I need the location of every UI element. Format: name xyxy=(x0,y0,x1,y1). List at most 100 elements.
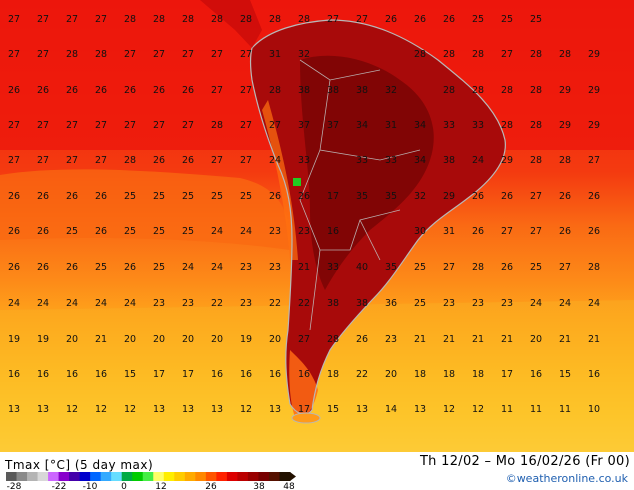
scale-swatch xyxy=(69,472,81,481)
temperature-label: 27 xyxy=(211,155,223,166)
temperature-label: 26 xyxy=(443,14,455,25)
temperature-label: 26 xyxy=(385,14,397,25)
temperature-label: 27 xyxy=(240,120,252,131)
temperature-label: 28 xyxy=(501,120,513,131)
temperature-label: 26 xyxy=(37,226,49,237)
temperature-label: 17 xyxy=(501,369,513,380)
temperature-label: 17 xyxy=(153,369,165,380)
temperature-label: 26 xyxy=(414,14,426,25)
scale-swatch xyxy=(247,472,259,481)
temperature-label: 33 xyxy=(443,120,455,131)
temperature-label: 26 xyxy=(37,262,49,273)
temperature-label: 28 xyxy=(588,262,600,273)
temperature-label: 12 xyxy=(443,404,455,415)
temperature-label: 19 xyxy=(37,334,49,345)
temperature-label: 26 xyxy=(182,85,194,96)
temperature-label: 25 xyxy=(153,226,165,237)
scale-swatch xyxy=(268,472,280,481)
temperature-label: 16 xyxy=(37,369,49,380)
temperature-label: 33 xyxy=(327,262,339,273)
temperature-label: 29 xyxy=(588,49,600,60)
temperature-label: 26 xyxy=(356,334,368,345)
scale-tick-label: -22 xyxy=(51,482,67,490)
scale-swatch xyxy=(6,472,18,481)
scale-swatch xyxy=(153,472,165,481)
scale-swatch xyxy=(132,472,144,481)
temperature-label: 27 xyxy=(298,334,310,345)
andes-green-pixel xyxy=(293,178,301,186)
temperature-label: 27 xyxy=(95,14,107,25)
scale-tick-label: -28 xyxy=(6,482,22,490)
temperature-label: 25 xyxy=(124,191,136,202)
temperature-label: 16 xyxy=(588,369,600,380)
temperature-label: 35 xyxy=(385,191,397,202)
temperature-label: 25 xyxy=(414,298,426,309)
temperature-label: 27 xyxy=(124,49,136,60)
temperature-label: 22 xyxy=(269,298,281,309)
temperature-label: 27 xyxy=(240,49,252,60)
credit-link[interactable]: ©weatheronline.co.uk xyxy=(505,472,628,485)
temperature-label: 26 xyxy=(472,226,484,237)
temperature-label: 27 xyxy=(153,120,165,131)
temperature-label: 14 xyxy=(385,404,397,415)
temperature-label: 23 xyxy=(153,298,165,309)
temperature-label: 25 xyxy=(530,14,542,25)
temperature-label: 27 xyxy=(240,155,252,166)
temperature-label: 25 xyxy=(182,226,194,237)
country-borders xyxy=(299,59,421,331)
temperature-label: 23 xyxy=(385,334,397,345)
temperature-label: 25 xyxy=(182,191,194,202)
temperature-label: 27 xyxy=(66,14,78,25)
temperature-label: 26 xyxy=(153,155,165,166)
temperature-label: 13 xyxy=(8,404,20,415)
temperature-label: 28 xyxy=(182,14,194,25)
temperature-label: 27 xyxy=(240,85,252,96)
scale-tick-label: 38 xyxy=(253,482,265,490)
temperature-label: 25 xyxy=(124,226,136,237)
scale-swatch xyxy=(90,472,102,481)
scale-tick-label: 48 xyxy=(283,482,295,490)
temperature-label: 18 xyxy=(414,369,426,380)
temperature-label: 24 xyxy=(211,226,223,237)
temperature-label: 26 xyxy=(8,191,20,202)
temperature-label: 26 xyxy=(588,226,600,237)
temperature-label: 28 xyxy=(211,14,223,25)
scale-swatch xyxy=(100,472,112,481)
temperature-label: 33 xyxy=(385,155,397,166)
scale-swatch xyxy=(258,472,270,481)
temperature-label: 23 xyxy=(269,226,281,237)
temperature-label: 29 xyxy=(559,85,571,96)
temperature-label: 32 xyxy=(298,49,310,60)
scale-tick-label: 0 xyxy=(121,482,127,490)
temperature-label: 25 xyxy=(153,262,165,273)
temperature-label: 26 xyxy=(8,226,20,237)
temperature-label: 20 xyxy=(182,334,194,345)
temperature-label: 27 xyxy=(8,120,20,131)
temperature-label: 16 xyxy=(327,226,339,237)
temperature-label: 28 xyxy=(530,155,542,166)
temperature-label: 15 xyxy=(559,369,571,380)
temperature-label: 24 xyxy=(124,298,136,309)
temperature-label: 27 xyxy=(8,155,20,166)
coastline xyxy=(249,19,506,415)
temperature-label: 15 xyxy=(124,369,136,380)
temperature-label: 27 xyxy=(95,155,107,166)
temperature-label: 27 xyxy=(37,155,49,166)
temperature-label: 33 xyxy=(298,155,310,166)
central-america-land xyxy=(200,0,262,48)
temperature-label: 28 xyxy=(530,49,542,60)
temperature-label: 26 xyxy=(298,191,310,202)
temperature-label: 17 xyxy=(298,404,310,415)
temperature-label: 17 xyxy=(327,191,339,202)
temperature-label: 16 xyxy=(95,369,107,380)
temperature-label: 11 xyxy=(559,404,571,415)
scale-swatch xyxy=(37,472,49,481)
temperature-label: 25 xyxy=(414,262,426,273)
scale-swatch xyxy=(163,472,175,481)
temperature-label: 25 xyxy=(240,191,252,202)
temperature-label: 13 xyxy=(37,404,49,415)
temperature-label: 23 xyxy=(240,298,252,309)
temperature-label: 31 xyxy=(269,49,281,60)
temperature-label: 27 xyxy=(559,262,571,273)
temperature-label: 28 xyxy=(414,49,426,60)
